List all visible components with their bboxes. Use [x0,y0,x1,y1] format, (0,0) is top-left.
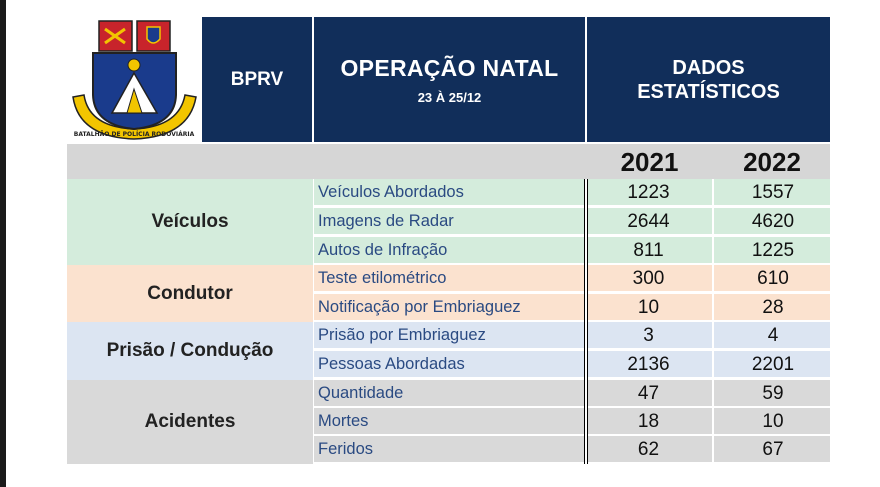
operation-dates: 23 À 25/12 [417,89,482,105]
value-2021: 2644 [627,211,670,232]
value-2022: 59 [712,380,832,407]
value-2022: 10 [712,408,832,435]
operation-cell: OPERAÇÃO NATAL 23 À 25/12 [314,17,585,142]
shield-emblem-icon: BATALHÃO DE POLÍCIA RODOVIÁRIA [72,20,197,140]
column-divider [584,179,588,464]
value-2021: 2136 [627,354,670,375]
row-label: Autos de Infração [318,241,448,259]
year-header-row: 2021 2022 [67,144,830,179]
row-label: Notificação por Embriaguez [318,298,521,316]
value-2022: 4620 [712,208,832,235]
table-row: Feridos 62 67 [314,436,830,463]
year-2022-header: 2022 [743,147,801,177]
unit-name: BPRV [230,68,284,90]
value-2022: 610 [712,265,832,292]
value-2021: 62 [637,439,660,460]
row-label: Mortes [318,412,369,430]
table-row: Quantidade 47 59 [314,380,830,407]
value-2022: 2201 [712,351,832,378]
category-acidentes: Acidentes [67,380,313,464]
category-prisao-conducao: Prisão / Condução [67,322,313,380]
table-row: Autos de Infração 811 1225 [314,237,830,264]
row-label: Teste etilométrico [318,269,447,287]
unit-name-cell: BPRV [202,17,312,142]
value-2021: 10 [637,297,660,318]
bprv-logo: BATALHÃO DE POLÍCIA RODOVIÁRIA [67,17,202,142]
table-row: Prisão por Embriaguez 3 4 [314,322,830,349]
value-2021: 811 [633,240,664,261]
value-2021: 300 [632,268,665,289]
category-veiculos: Veículos [67,179,313,265]
table-row: Pessoas Abordadas 2136 2201 [314,351,830,378]
row-label: Feridos [318,440,374,458]
table-row: Imagens de Radar 2644 4620 [314,208,830,235]
value-2022: 67 [712,436,832,463]
row-label: Imagens de Radar [318,212,454,230]
table-row: Teste etilométrico 300 610 [314,265,830,292]
operation-title: OPERAÇÃO NATAL [340,54,559,81]
year-2021-header: 2021 [620,147,679,177]
value-2022: 1557 [712,179,832,206]
row-label: Pessoas Abordadas [318,355,465,373]
value-2021: 3 [643,325,654,346]
table-row: Notificação por Embriaguez 10 28 [314,294,830,321]
value-2022: 1225 [712,237,832,264]
table-row: Mortes 18 10 [314,408,830,435]
stats-heading-line1: DADOS [672,56,745,79]
row-label: Quantidade [318,384,404,402]
stats-heading-cell: DADOS ESTATÍSTICOS [587,17,830,142]
value-2022: 28 [712,294,832,321]
row-label: Prisão por Embriaguez [318,326,486,344]
table-row: Veículos Abordados 1223 1557 [314,179,830,206]
value-2021: 18 [637,411,660,432]
value-2021: 47 [637,383,660,404]
value-2022: 4 [712,322,832,349]
row-label: Veículos Abordados [318,183,464,201]
left-edge-bar [0,0,6,487]
svg-text:BATALHÃO DE POLÍCIA RODOVIÁRIA: BATALHÃO DE POLÍCIA RODOVIÁRIA [74,130,195,138]
value-2021: 1223 [627,182,670,203]
stats-heading-line2: ESTATÍSTICOS [637,80,780,103]
category-condutor: Condutor [67,265,313,322]
